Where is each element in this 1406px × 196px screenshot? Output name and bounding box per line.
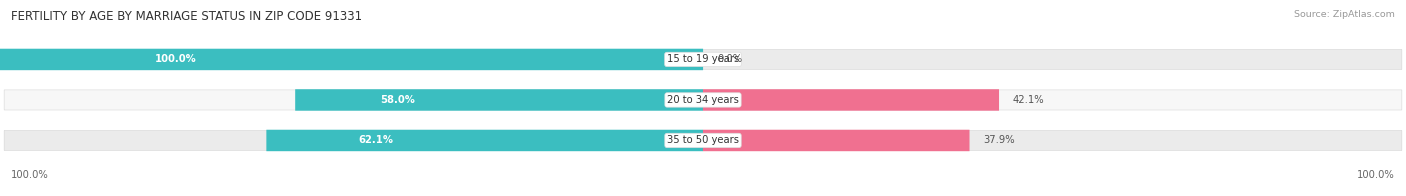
Text: 35 to 50 years: 35 to 50 years: [666, 135, 740, 145]
Text: 42.1%: 42.1%: [1012, 95, 1045, 105]
FancyBboxPatch shape: [4, 90, 1402, 110]
FancyBboxPatch shape: [4, 49, 1402, 70]
Text: 15 to 19 years: 15 to 19 years: [666, 54, 740, 64]
Text: 58.0%: 58.0%: [380, 95, 415, 105]
FancyBboxPatch shape: [703, 130, 970, 151]
Text: Source: ZipAtlas.com: Source: ZipAtlas.com: [1294, 10, 1395, 19]
FancyBboxPatch shape: [0, 49, 703, 70]
Text: 62.1%: 62.1%: [359, 135, 394, 145]
FancyBboxPatch shape: [703, 89, 1000, 111]
Text: 37.9%: 37.9%: [984, 135, 1015, 145]
Text: 100.0%: 100.0%: [155, 54, 197, 64]
Text: 20 to 34 years: 20 to 34 years: [666, 95, 740, 105]
Text: 0.0%: 0.0%: [717, 54, 742, 64]
Text: 100.0%: 100.0%: [11, 170, 49, 180]
Text: 100.0%: 100.0%: [1357, 170, 1395, 180]
Text: FERTILITY BY AGE BY MARRIAGE STATUS IN ZIP CODE 91331: FERTILITY BY AGE BY MARRIAGE STATUS IN Z…: [11, 10, 363, 23]
FancyBboxPatch shape: [266, 130, 703, 151]
FancyBboxPatch shape: [4, 130, 1402, 151]
FancyBboxPatch shape: [295, 89, 703, 111]
